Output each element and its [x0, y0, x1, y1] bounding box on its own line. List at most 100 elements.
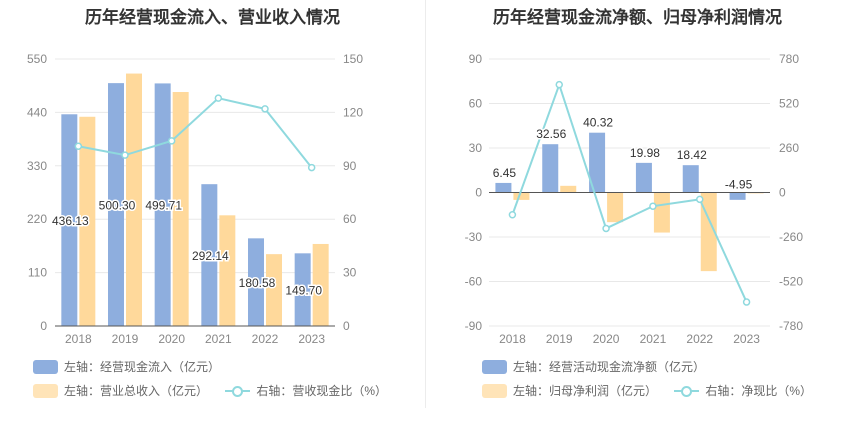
- line-point: [214, 94, 223, 102]
- legend-swatch-blue: [482, 359, 507, 374]
- right-chart-panel: 历年经营现金流净额、归母净利润情况 -90 -60 -30 0 30 60 90 -780 -5…: [425, 0, 850, 437]
- data-label: 436.13: [52, 214, 89, 228]
- y-right-tick-label: -780: [779, 319, 803, 333]
- y-left-tick-label: 30: [469, 141, 483, 155]
- y-left-tick-label: 0: [475, 186, 482, 200]
- bar-orange: [513, 192, 530, 200]
- x-tick-label: 2023: [733, 332, 760, 346]
- x-tick-label: 2021: [205, 332, 232, 346]
- legend-item-revenue[interactable]: 左轴：营业总收入（亿元）: [33, 382, 208, 399]
- legend-item-net-cash-ratio[interactable]: 右轴：净现比（%）: [674, 382, 812, 399]
- legend-label: 左轴：经营活动现金流净额（亿元）: [513, 360, 706, 374]
- legend-swatch-orange: [33, 383, 58, 398]
- y-left-tick-label: 110: [28, 266, 47, 280]
- bar-blue: [682, 165, 699, 193]
- line-point: [307, 163, 316, 172]
- legend-item-cash-ratio[interactable]: 右轴：营收现金比（%）: [225, 382, 387, 399]
- y-left-tick-label: 330: [27, 159, 47, 173]
- y-right-tick-label: 60: [343, 212, 357, 226]
- legend-swatch-line: [225, 384, 251, 398]
- y-left-tick-label: -60: [465, 275, 483, 289]
- line-point: [508, 211, 517, 219]
- y-right-tick-label: 260: [779, 141, 799, 155]
- data-label: 149.70: [285, 284, 322, 298]
- legend-label: 右轴：净现比（%）: [705, 384, 813, 398]
- y-right-tick-label: 520: [779, 97, 799, 111]
- data-label: 292.14: [192, 249, 229, 263]
- bar-blue: [201, 184, 218, 326]
- bar-blue: [294, 253, 311, 326]
- y-left-tick-label: 550: [27, 52, 47, 66]
- bar-orange: [312, 243, 329, 326]
- bar-blue: [248, 238, 264, 326]
- line-point: [121, 151, 129, 159]
- bar-blue: [589, 132, 606, 193]
- line-point: [602, 224, 610, 233]
- x-tick-label: 2019: [546, 332, 573, 346]
- bar-orange: [653, 192, 670, 233]
- bar-orange: [79, 116, 96, 326]
- bar-orange: [607, 192, 624, 223]
- y-left-tick-label: 60: [469, 97, 483, 111]
- data-label: 18.42: [677, 148, 707, 162]
- right-legend-row-1: 左轴：经营活动现金流净额（亿元）: [482, 358, 719, 377]
- y-right-tick-label: 780: [779, 52, 799, 66]
- y-left-tick-label: 0: [40, 319, 47, 333]
- y-right-tick-label: 120: [343, 105, 363, 119]
- legend-item-cash-inflow[interactable]: 左轴：经营现金流入（亿元）: [33, 358, 220, 375]
- x-tick-label: 2020: [593, 332, 620, 346]
- y-left-tick-label: 440: [27, 105, 47, 119]
- x-tick-label: 2019: [112, 332, 139, 346]
- right-chart-svg: -90 -60 -30 0 30 60 90 -780 -520 -260 0 260 520 780 20…: [465, 52, 804, 346]
- y-right-tick-label: 0: [779, 186, 786, 200]
- x-tick-label: 2022: [686, 332, 713, 346]
- line-point: [555, 80, 563, 89]
- bar-blue: [108, 83, 124, 326]
- data-label: 6.45: [493, 166, 517, 180]
- legend-item-net-profit[interactable]: 左轴：归母净利润（亿元）: [482, 382, 657, 399]
- legend-label: 左轴：营业总收入（亿元）: [64, 384, 209, 398]
- line-point: [696, 195, 704, 204]
- x-tick-label: 2023: [298, 332, 325, 346]
- line-series: [511, 81, 748, 303]
- x-tick-label: 2020: [158, 332, 185, 346]
- legend-swatch-blue: [33, 359, 58, 374]
- x-tick-label: 2022: [252, 332, 279, 346]
- bar-orange: [126, 73, 142, 327]
- y-right-tick-label: 150: [343, 52, 363, 66]
- legend-swatch-orange: [482, 383, 507, 398]
- left-legend-row-1: 左轴：经营现金流入（亿元）: [33, 358, 234, 377]
- bar-orange: [172, 92, 189, 326]
- bar-blue: [635, 162, 652, 193]
- y-right-tick-label: -520: [779, 275, 803, 289]
- x-tick-label: 2021: [640, 332, 667, 346]
- left-chart-title: 历年经营现金流入、营业收入情况: [85, 8, 340, 27]
- y-right-tick-label: 30: [343, 266, 357, 280]
- y-left-tick-label: -90: [465, 319, 483, 333]
- bar-blue: [61, 114, 78, 326]
- data-label: 500.30: [99, 199, 136, 213]
- data-label: 32.56: [536, 127, 566, 141]
- data-label: 180.58: [239, 276, 276, 290]
- y-right-tick-label: 0: [343, 319, 350, 333]
- bar-blue: [542, 144, 559, 193]
- bar-orange: [560, 185, 577, 193]
- line-series: [78, 97, 313, 169]
- legend-swatch-line: [674, 384, 700, 398]
- legend-label: 左轴：归母净利润（亿元）: [513, 384, 658, 398]
- line-point: [742, 298, 751, 306]
- right-legend-row-2: 左轴：归母净利润（亿元） 右轴：净现比（%）: [482, 382, 826, 401]
- line-point: [167, 137, 176, 145]
- y-right-tick-label: -260: [779, 230, 803, 244]
- legend-label: 右轴：营收现金比（%）: [256, 384, 388, 398]
- bar-blue: [495, 182, 512, 193]
- line-point: [649, 202, 657, 210]
- data-label: -4.95: [725, 178, 753, 192]
- data-label: 499.71: [145, 199, 182, 213]
- panel-divider: [425, 0, 426, 408]
- left-chart-panel: 历年经营现金流入、营业收入情况 0 110 220 330 440 550 0 30 60 90 1…: [27, 8, 387, 399]
- data-label: 19.98: [630, 146, 660, 160]
- legend-item-net-cash-flow[interactable]: 左轴：经营活动现金流净额（亿元）: [482, 358, 705, 375]
- data-label: 40.32: [583, 116, 613, 130]
- y-right-tick-label: 90: [343, 159, 357, 173]
